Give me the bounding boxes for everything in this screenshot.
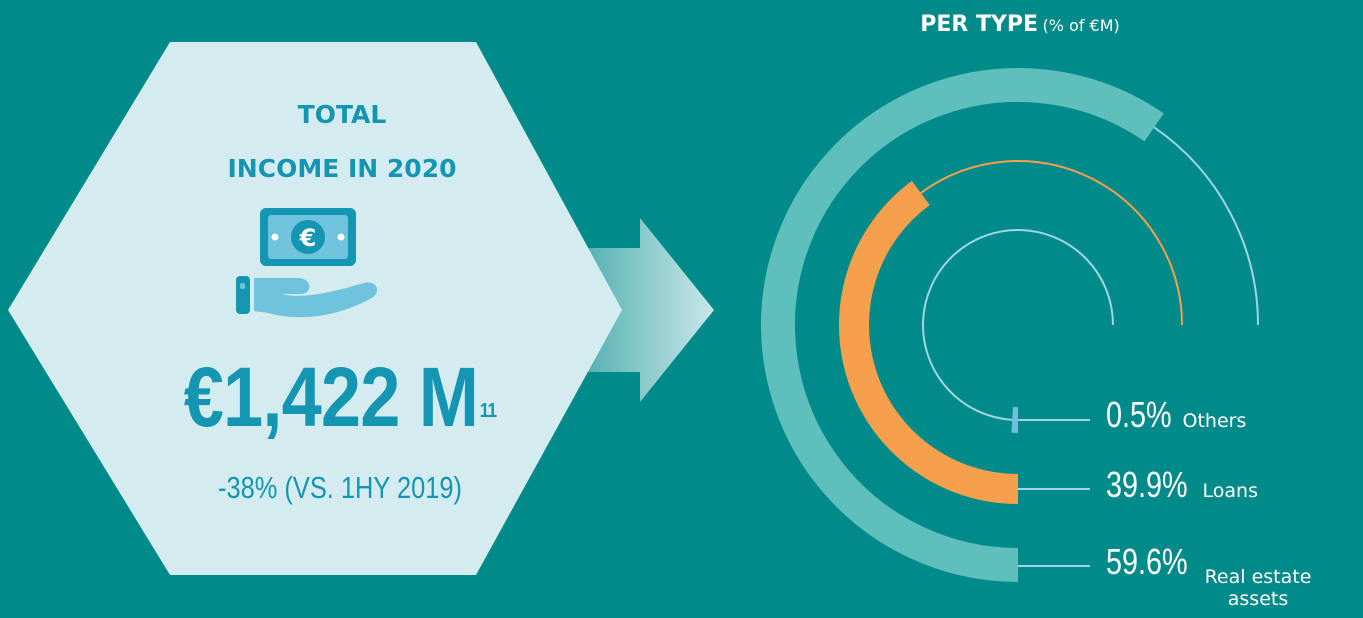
income-change: -38% (VS. 1HY 2019) (218, 470, 462, 505)
label-others: 0.5% Others (1106, 394, 1246, 436)
category-label-others: Others (1182, 410, 1247, 432)
hand-euro-icon: € (236, 208, 378, 318)
svg-text:€: € (299, 224, 317, 252)
ring-real-estate-guide (1153, 126, 1259, 326)
title-line-2: INCOME IN 2020 (227, 154, 457, 183)
total-income-title: TOTAL INCOME IN 2020 (167, 88, 517, 196)
hand-cuff-icon (236, 276, 250, 314)
title-line-1: TOTAL (297, 100, 387, 129)
value-label-real-estate: 59.6% (1106, 541, 1188, 582)
label-real-estate: 59.6% (1106, 541, 1198, 583)
total-income-value: €1,422 M11 (116, 352, 563, 442)
ring-loans (839, 180, 1019, 504)
value-label-others: 0.5% (1106, 394, 1172, 435)
radial-chart (761, 68, 1259, 582)
label-leader-lines (1018, 419, 1090, 567)
chart-title: PER TYPE (% of €M) (820, 12, 1220, 37)
ring-loans-guide (920, 160, 1183, 326)
ring-real-estate (761, 68, 1164, 582)
income-amount: €1,422 M (183, 350, 479, 444)
category-label-loans: Loans (1202, 480, 1258, 502)
footnote-marker: 11 (479, 400, 497, 422)
chart-unit: (% of €M) (1042, 16, 1120, 35)
open-hand-icon (254, 278, 378, 318)
chart-title-text: PER TYPE (920, 12, 1039, 37)
category-label-real-estate: Real estate assets (1204, 566, 1312, 610)
label-loans: 39.9% Loans (1106, 464, 1258, 506)
arrow-pointer (534, 218, 714, 402)
value-label-loans: 39.9% (1106, 464, 1188, 505)
ring-others-guide (922, 229, 1114, 421)
